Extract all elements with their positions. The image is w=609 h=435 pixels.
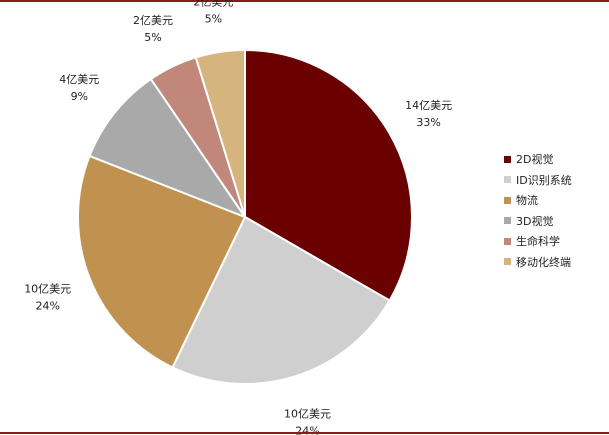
- legend-item: 3D视觉: [504, 211, 572, 232]
- legend-swatch: [504, 237, 511, 245]
- slice-value-label: 2亿美元: [133, 14, 173, 27]
- legend-item: ID识别系统: [504, 170, 572, 191]
- legend-item: 物流: [504, 190, 572, 211]
- slice-value-label: 10亿美元: [24, 283, 71, 296]
- slice-percent-label: 5%: [205, 12, 222, 25]
- legend-label: 物流: [516, 194, 538, 208]
- legend: 2D视觉 ID识别系统 物流 3D视觉生命科学移动化终端: [504, 149, 572, 272]
- legend-item: 生命科学: [504, 231, 572, 252]
- legend-swatch: [504, 196, 511, 204]
- slice-percent-label: 24%: [295, 425, 319, 435]
- slice-value-label: 2亿美元: [193, 0, 233, 8]
- pie-slice: [171, 215, 391, 385]
- legend-label: 3D视觉: [516, 214, 554, 228]
- legend-swatch: [504, 258, 511, 266]
- legend-label: 移动化终端: [516, 255, 571, 269]
- slice-percent-label: 5%: [144, 31, 161, 44]
- top-rule: [0, 0, 609, 2]
- bottom-rule: [0, 432, 609, 434]
- legend-label: 生命科学: [516, 235, 560, 249]
- legend-item: 2D视觉: [504, 149, 572, 170]
- legend-label: 2D视觉: [516, 153, 554, 167]
- pie-slice: [194, 48, 246, 218]
- slice-percent-label: 24%: [35, 300, 59, 313]
- legend-swatch: [504, 176, 511, 184]
- slice-value-label: 10亿美元: [284, 408, 331, 421]
- pie-slice: [244, 48, 413, 302]
- pie-slice: [76, 154, 247, 369]
- legend-swatch: [504, 155, 511, 163]
- slice-percent-label: 9%: [71, 90, 88, 103]
- legend-item: 移动化终端: [504, 252, 572, 273]
- slice-value-label: 4亿美元: [59, 73, 99, 86]
- slice-percent-label: 33%: [416, 116, 440, 129]
- legend-label: ID识别系统: [516, 173, 572, 187]
- legend-swatch: [504, 217, 511, 225]
- slice-value-label: 14亿美元: [405, 99, 452, 112]
- pie-slice: [88, 77, 248, 220]
